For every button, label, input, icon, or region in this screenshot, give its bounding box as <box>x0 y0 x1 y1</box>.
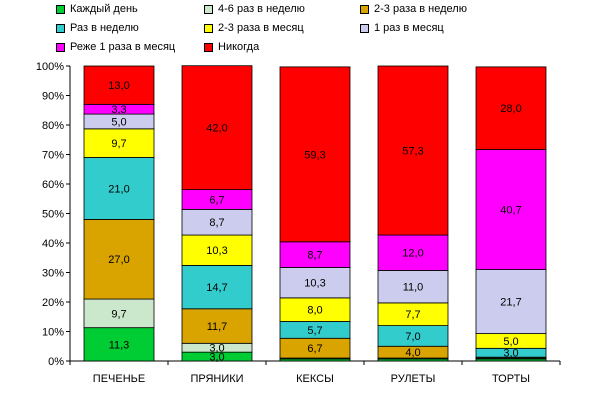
legend-label: Каждый день <box>70 3 138 15</box>
data-label: 7,7 <box>405 309 420 321</box>
y-tick-label: 70% <box>42 150 64 162</box>
legend-item: 4-6 раз в неделю <box>204 2 305 16</box>
legend-item: Раз в неделю <box>56 21 139 35</box>
legend-swatch <box>56 42 65 52</box>
legend-swatch <box>360 23 369 33</box>
legend-label: Раз в неделю <box>70 22 139 34</box>
bar-segment <box>83 128 155 158</box>
data-label: 8,7 <box>209 217 224 229</box>
bar-segment <box>279 267 351 299</box>
data-label: 9,7 <box>111 308 126 320</box>
y-tick-label: 10% <box>42 327 64 339</box>
data-label: 59,3 <box>304 149 325 161</box>
x-category-label: КЕКСЫ <box>296 373 334 385</box>
data-label: 3,3 <box>111 104 126 116</box>
y-tick-label: 0% <box>48 356 64 368</box>
legend-swatch <box>56 23 65 33</box>
data-label: 12,0 <box>402 248 423 260</box>
data-label: 9,7 <box>111 138 126 150</box>
legend-item: 2-3 раза в месяц <box>204 21 304 35</box>
data-label: 8,7 <box>307 250 322 262</box>
data-label: 21,7 <box>500 297 521 309</box>
bar-segment <box>377 65 449 236</box>
bar-segment <box>279 241 351 268</box>
data-label: 3,0 <box>503 348 518 360</box>
data-label: 10,3 <box>206 245 227 257</box>
legend-label: Никогда <box>218 41 260 53</box>
bar-segment <box>83 218 155 300</box>
data-label: 5,7 <box>307 325 322 337</box>
x-category-label: ПЕЧЕНЬЕ <box>93 373 145 385</box>
data-label: 27,0 <box>108 254 129 266</box>
y-tick-label: 80% <box>42 120 64 132</box>
legend-swatch <box>204 23 213 33</box>
data-label: 11,3 <box>109 339 130 351</box>
y-tick-label: 100% <box>36 61 64 73</box>
legend-item: 1 раз в месяц <box>360 21 444 35</box>
bar-segment <box>475 149 547 270</box>
data-label: 5,0 <box>503 336 518 348</box>
data-label: 57,3 <box>402 146 423 158</box>
legend-label: 2-3 раза в месяц <box>218 22 304 34</box>
bar-segment <box>181 265 253 310</box>
data-label: 13,0 <box>108 80 129 92</box>
data-label: 40,7 <box>500 205 521 217</box>
data-label: 11,7 <box>207 321 228 333</box>
data-label: 3,0 <box>209 343 224 355</box>
legend-item: Никогда <box>204 40 259 54</box>
bar-segment <box>181 65 253 191</box>
bar-segment <box>181 208 253 236</box>
y-tick-label: 20% <box>42 297 64 309</box>
bar-segment <box>377 234 449 271</box>
data-label: 3,0 <box>209 352 224 364</box>
bar-segment <box>83 298 155 329</box>
legend-label: 1 раз в месяц <box>374 22 444 34</box>
legend-swatch <box>204 4 213 14</box>
bar-segment <box>279 66 351 243</box>
data-label: 6,7 <box>209 194 224 206</box>
legend-swatch <box>360 4 369 14</box>
legend-label: 4-6 раз в неделю <box>218 3 305 15</box>
data-label: 21,0 <box>108 183 129 195</box>
x-category-label: ПРЯНИКИ <box>190 373 243 385</box>
data-label: 10,3 <box>304 278 325 290</box>
data-label: 8,0 <box>307 305 322 317</box>
legend-swatch <box>56 4 65 14</box>
legend-item: Каждый день <box>56 2 138 16</box>
bar-segment <box>83 157 155 220</box>
bar-segment <box>181 234 253 266</box>
legend: Каждый день 4-6 раз в неделю 2-3 раза в не… <box>56 0 600 58</box>
data-label: 11,0 <box>403 282 424 294</box>
data-label: 42,0 <box>206 123 227 135</box>
legend-label: 2-3 раза в неделю <box>374 3 467 15</box>
x-category-label: ТОРТЫ <box>492 373 530 385</box>
legend-item: Реже 1 раза в месяц <box>56 40 175 54</box>
legend-item: 2-3 раза в неделю <box>360 2 467 16</box>
legend-label: Реже 1 раза в месяц <box>70 41 176 53</box>
x-category-label: РУЛЕТЫ <box>391 373 436 385</box>
data-label: 5,0 <box>111 116 126 128</box>
y-tick-label: 30% <box>42 268 64 280</box>
data-label: 6,7 <box>307 343 322 355</box>
bar-segment <box>181 308 253 344</box>
y-tick-label: 60% <box>42 179 64 191</box>
data-label: 4,0 <box>405 347 420 359</box>
bar-segment <box>83 65 155 105</box>
y-tick-label: 90% <box>42 91 64 103</box>
data-label: 28,0 <box>500 103 521 115</box>
bar-segment <box>475 66 547 150</box>
data-label: 7,0 <box>405 331 420 343</box>
legend-swatch <box>204 42 213 52</box>
data-label: 14,7 <box>206 282 227 294</box>
y-tick-label: 40% <box>42 238 64 250</box>
y-tick-label: 50% <box>42 209 64 221</box>
